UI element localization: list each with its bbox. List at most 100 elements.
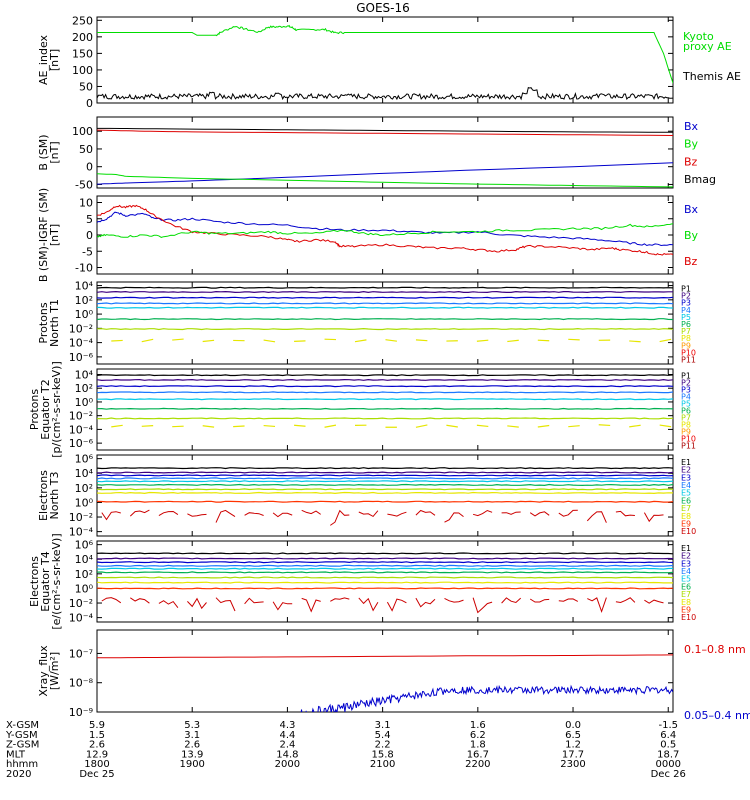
series-zigzag — [529, 598, 550, 603]
x-axis-row-value: 2.6 — [89, 740, 105, 751]
series-line — [97, 204, 673, 256]
legend-entry: P4 — [681, 306, 691, 315]
series-dash — [568, 338, 580, 341]
series-zigzag — [587, 597, 607, 614]
y-tick-label: 200 — [72, 31, 93, 44]
legend-entry: Bz — [684, 155, 698, 168]
legend-entry: By — [684, 229, 699, 242]
y-tick-label: 100 — [72, 125, 93, 138]
panel-series — [97, 552, 673, 614]
y-tick-label: 10⁻⁴ — [69, 526, 94, 539]
y-tick-label: 10⁴ — [75, 368, 94, 381]
series-line — [97, 552, 673, 555]
legend-entry: E3 — [681, 559, 691, 568]
series-dash — [263, 339, 276, 343]
series-zigzag — [244, 512, 264, 516]
x-axis-row-value: 12.9 — [86, 749, 108, 760]
y-axis-label: Protons — [37, 302, 50, 343]
x-axis-row-value: 14.8 — [276, 749, 298, 760]
panel-series — [97, 374, 673, 428]
y-tick-label: 10⁻⁴ — [69, 423, 94, 436]
legend-entry: P2 — [681, 292, 691, 301]
x-axis-row-value: 17.7 — [562, 749, 584, 760]
legend-entry: P8 — [681, 334, 691, 343]
panel-series — [97, 204, 673, 256]
y-tick-label: -5 — [82, 245, 93, 258]
series-line — [97, 129, 673, 136]
panel-series — [97, 654, 673, 712]
series-line — [97, 306, 673, 309]
x-axis-row-label: X-GSM — [6, 720, 39, 731]
series-zigzag — [643, 512, 664, 523]
y-axis-label: [e/(cm²-s-sr-keV)] — [50, 533, 63, 629]
series-zigzag — [330, 509, 350, 526]
x-axis-row-label: 2020 — [6, 769, 31, 780]
series-zigzag — [472, 597, 493, 614]
x-axis-row-value: 1.6 — [470, 720, 486, 731]
series-line — [97, 24, 673, 84]
y-tick-label: -50 — [75, 178, 93, 191]
panel-frame — [96, 116, 674, 189]
y-axis-label: Equator T2 — [39, 379, 52, 439]
series-line — [97, 286, 673, 289]
series-zigzag — [158, 600, 179, 609]
y-tick-label: 10⁴ — [75, 553, 94, 566]
y-axis-label: AE_index — [37, 34, 50, 85]
legend-entry: E9 — [681, 519, 691, 528]
x-axis-row-value: -1.5 — [658, 720, 678, 731]
series-zigzag — [615, 597, 636, 604]
legend-entry: Bx — [684, 203, 699, 216]
series-dash — [172, 338, 184, 341]
series-line — [97, 564, 673, 567]
y-tick-label: 10² — [75, 482, 93, 495]
legend-entry: P9 — [681, 428, 691, 437]
legend-entry: E4 — [681, 481, 691, 490]
series-line — [97, 327, 673, 331]
series-zigzag — [558, 509, 578, 517]
x-axis-row-value: 0.0 — [565, 720, 581, 731]
series-line — [300, 684, 673, 712]
x-axis-row-value: 16.7 — [467, 749, 489, 760]
y-tick-label: 10⁰ — [75, 396, 94, 409]
series-dash — [202, 339, 215, 343]
x-axis-row-value: 1800 — [84, 759, 109, 770]
legend-entry: E6 — [681, 582, 691, 591]
series-zigzag — [301, 509, 321, 515]
legend-entry: proxy AE — [683, 40, 732, 53]
legend-entry: P10 — [681, 348, 696, 357]
x-axis-row-value: 2200 — [465, 759, 490, 770]
series-dash — [507, 425, 519, 428]
y-tick-label: 10² — [75, 382, 93, 395]
legend-entry: P5 — [681, 313, 691, 322]
legend-entry: E1 — [681, 544, 691, 553]
x-axis-row-value: 6.5 — [565, 730, 581, 741]
series-line — [97, 491, 673, 495]
series-zigzag — [444, 512, 464, 523]
panel-xray: 10⁻⁷ 10⁻⁸ 10⁻⁹ Xray_flux[W/m²] 0.1–0.8 nm 0.0… — [37, 629, 750, 722]
y-axis-label: [nT] — [48, 224, 61, 246]
panel-frame — [96, 454, 674, 537]
series-line — [97, 480, 673, 483]
legend-entry: P6 — [681, 320, 691, 329]
legend-entry: P7 — [681, 327, 691, 336]
series-zigzag — [244, 597, 264, 605]
legend-entry: P10 — [681, 435, 696, 444]
x-axis-row-value: 5.4 — [375, 730, 391, 741]
series-dash — [476, 424, 489, 428]
series-line — [97, 296, 673, 299]
x-axis-row-value: 2000 — [275, 759, 300, 770]
series-line — [97, 500, 673, 503]
x-axis-row-value: 0.5 — [660, 740, 676, 751]
x-axis-labels: X-GSM 5.9 5.3 4.3 3.1 1.6 0.0 -1.5 Y-GSM 1.5 3.1 4.… — [5, 720, 686, 780]
series-zigzag — [301, 597, 321, 613]
y-axis-label: Equator T4 — [39, 551, 52, 611]
panel-frame — [96, 629, 674, 713]
x-axis-row-value: 1.5 — [89, 730, 105, 741]
y-axis-label: Protons — [28, 389, 41, 430]
y-tick-label: 10⁻⁶ — [69, 437, 94, 450]
series-line — [97, 407, 673, 410]
y-tick-label: 10⁻⁴ — [69, 337, 94, 350]
